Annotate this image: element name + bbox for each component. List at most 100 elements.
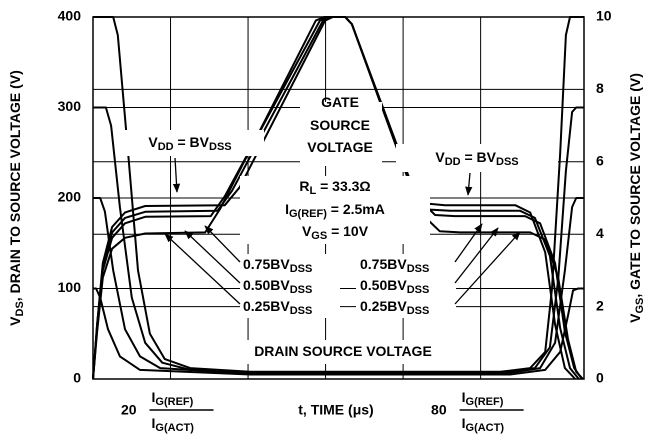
- annotation-part: DSS: [209, 141, 232, 153]
- annotation-part: DSS: [407, 284, 430, 296]
- annotation-part: DRAIN SOURCE VOLTAGE: [254, 343, 432, 359]
- annotation-part: DSS: [407, 305, 430, 317]
- y2-tick-label: 0: [596, 370, 604, 386]
- y2-tick-label: 8: [596, 80, 604, 96]
- annotation-part: = BV: [461, 149, 497, 165]
- annotation: SOURCE: [310, 117, 370, 133]
- x-tick-unit-numerator: IG(REF): [152, 389, 194, 408]
- y2-tick-label: 10: [596, 8, 612, 24]
- annotation: RL = 33.3Ω: [299, 178, 370, 197]
- annotation-part: 0.25BV: [360, 298, 407, 314]
- y-axis-label: VDS, DRAIN TO SOURCE VOLTAGE (V): [7, 70, 26, 326]
- annotation-part: DD: [158, 141, 174, 153]
- annotation: VGS = 10V: [302, 223, 369, 242]
- label-background: [118, 130, 264, 156]
- annotation-part: V: [435, 149, 445, 165]
- annotation-part: G(REF): [289, 208, 327, 220]
- x-tick-unit-denominator: IG(ACT): [152, 415, 195, 434]
- x-tick-unit-numerator-part: G(REF): [155, 396, 193, 408]
- y2-axis-label-part: GS: [634, 298, 646, 314]
- annotation-arrow: [454, 223, 483, 263]
- x-tick-unit-denominator-part: I: [462, 415, 466, 431]
- annotation: 0.75BVDSS: [360, 256, 429, 275]
- x-axis-label: t, TIME (μs): [298, 402, 373, 418]
- label-background: [240, 176, 430, 244]
- y-tick-label: 0: [73, 370, 81, 386]
- label-background: [396, 144, 558, 172]
- annotation-arrow: [465, 172, 473, 196]
- annotation-part: R: [299, 178, 309, 194]
- annotation: 0.25BVDSS: [243, 298, 312, 317]
- annotation-part: GATE: [321, 94, 359, 110]
- curve: [93, 287, 584, 376]
- annotation-part: 0.75BV: [243, 256, 290, 272]
- x-tick-unit-numerator-part: I: [152, 389, 156, 405]
- annotation: VOLTAGE: [307, 139, 373, 155]
- label-background: [240, 254, 340, 318]
- y-tick-label: 100: [58, 279, 82, 295]
- annotation-part: = 10V: [327, 223, 369, 239]
- annotation: VDD = BVDSS: [435, 149, 518, 168]
- curve: [92, 16, 584, 380]
- annotation-arrow: [454, 227, 499, 284]
- x-tick-label: 80: [431, 402, 447, 418]
- annotation: IG(REF) = 2.5mA: [285, 201, 385, 220]
- annotation-part: = 2.5mA: [327, 201, 385, 217]
- annotation: 0.75BVDSS: [243, 256, 312, 275]
- annotation: VDD = BVDSS: [148, 134, 231, 153]
- annotation-part: 0.75BV: [360, 256, 407, 272]
- y2-tick-label: 4: [596, 225, 604, 241]
- x-tick-unit-numerator: IG(REF): [462, 389, 504, 408]
- y-axis-label-part: DS: [14, 301, 26, 316]
- annotation: 0.50BVDSS: [243, 277, 312, 296]
- x-tick-unit-denominator-part: G(ACT): [466, 422, 505, 434]
- y-tick-label: 300: [58, 98, 82, 114]
- annotation: GATE: [321, 94, 359, 110]
- annotation-part: DSS: [290, 305, 313, 317]
- annotation-part: GS: [311, 230, 327, 242]
- x-tick-unit-denominator: IG(ACT): [462, 415, 505, 434]
- annotation-arrow: [164, 233, 241, 305]
- annotation-part: V: [148, 134, 158, 150]
- y2-axis-label-part: , GATE TO SOURCE VOLTAGE (V): [627, 73, 643, 298]
- annotation-part: DSS: [407, 263, 430, 275]
- x-tick-unit-numerator-part: G(REF): [466, 396, 504, 408]
- y2-axis-label: VGS, GATE TO SOURCE VOLTAGE (V): [627, 73, 646, 323]
- annotation: 0.25BVDSS: [360, 298, 429, 317]
- annotation-part: DSS: [290, 284, 313, 296]
- annotation-part: L: [309, 185, 316, 197]
- label-background: [356, 254, 456, 318]
- y-axis-label-part: , DRAIN TO SOURCE VOLTAGE (V): [7, 70, 23, 301]
- annotation-part: VOLTAGE: [307, 139, 373, 155]
- label-background: [300, 102, 382, 166]
- y-tick-label: 200: [58, 189, 82, 205]
- annotation-part: 0.25BV: [243, 298, 290, 314]
- annotation-part: 0.50BV: [360, 277, 407, 293]
- annotation-part: I: [285, 201, 289, 217]
- annotation-arrow: [172, 157, 181, 193]
- annotation: DRAIN SOURCE VOLTAGE: [254, 343, 432, 359]
- annotation-part: DSS: [290, 263, 313, 275]
- annotation: 0.50BVDSS: [360, 277, 429, 296]
- x-tick-label: 20: [121, 402, 137, 418]
- y-axis-label-part: V: [7, 316, 23, 326]
- y2-axis-label-part: V: [627, 313, 643, 323]
- annotation-part: = 33.3Ω: [316, 178, 370, 194]
- x-tick-unit-numerator-part: I: [462, 389, 466, 405]
- y-tick-label: 400: [58, 8, 82, 24]
- annotation-part: = BV: [174, 134, 210, 150]
- annotation-part: DSS: [496, 156, 519, 168]
- x-tick-unit-denominator-part: G(ACT): [155, 422, 194, 434]
- annotation-part: DD: [445, 156, 461, 168]
- x-tick-unit-denominator-part: I: [152, 415, 156, 431]
- y2-tick-label: 6: [596, 153, 604, 169]
- label-background: [226, 340, 460, 364]
- annotation-part: V: [302, 223, 312, 239]
- annotation-part: 0.50BV: [243, 277, 290, 293]
- annotation-arrow: [184, 230, 241, 284]
- annotation-arrow: [454, 231, 521, 305]
- y2-tick-label: 2: [596, 297, 604, 313]
- annotation-part: SOURCE: [310, 117, 370, 133]
- annotation-arrow: [204, 225, 241, 263]
